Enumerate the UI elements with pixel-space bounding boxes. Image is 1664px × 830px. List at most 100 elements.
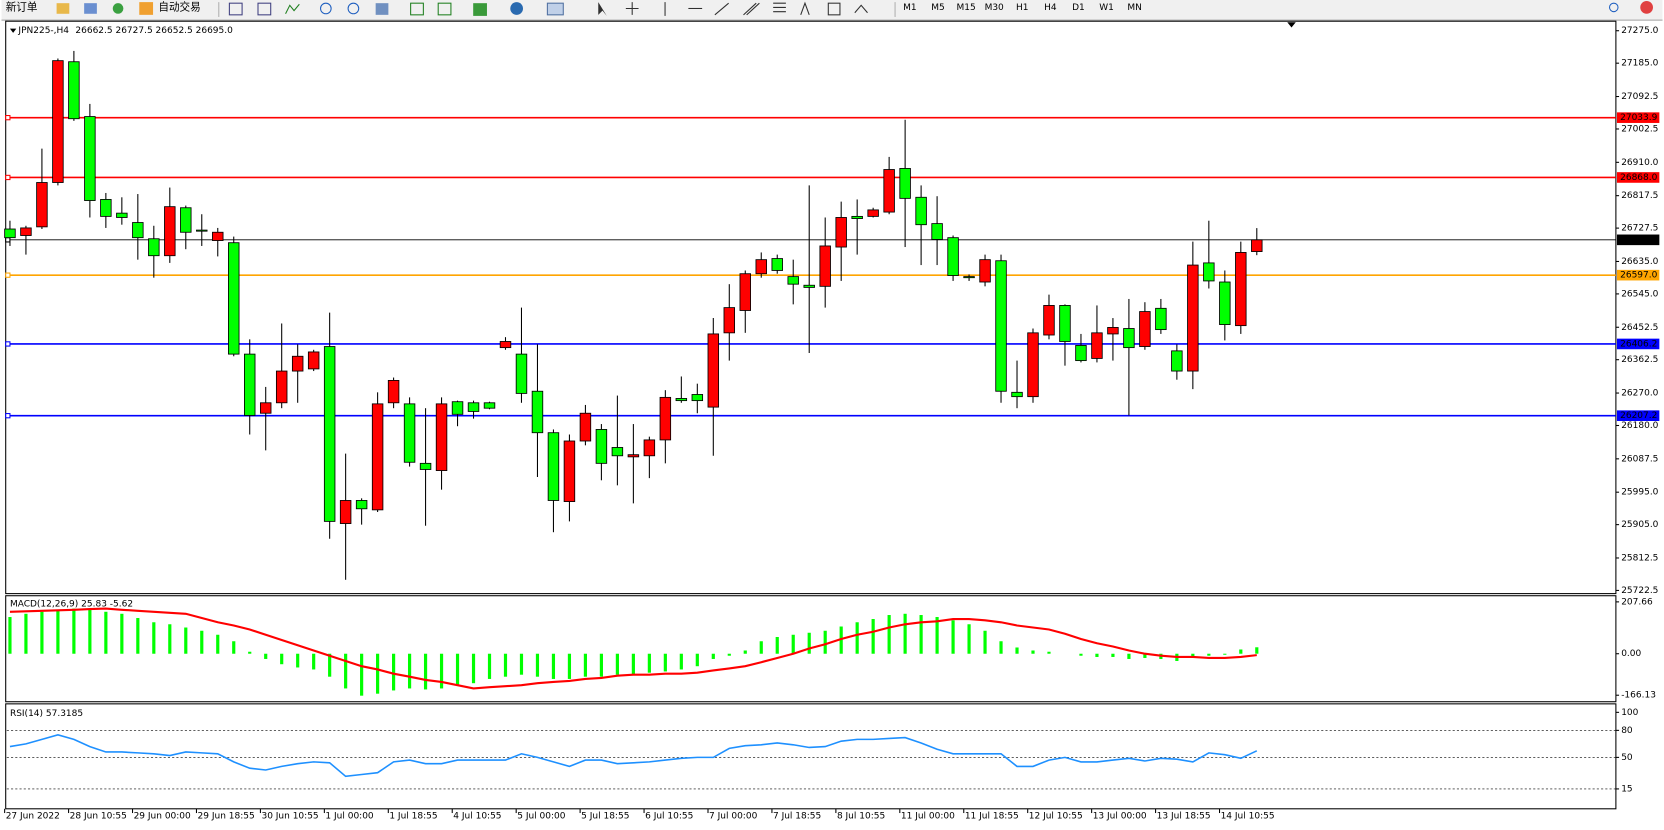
x-tick-label: 6 Jul 10:55 [645,812,693,822]
collapse-marker [9,28,17,33]
icon[interactable] [56,3,70,14]
macd-bar [647,653,651,673]
timeframe-button[interactable]: M30 [985,3,1004,13]
macd-bar [519,653,524,675]
x-tick-label: 28 Jun 10:55 [70,812,127,822]
macd-bar [1111,653,1115,657]
auto-trading-button[interactable]: 自动交易 [158,0,200,13]
price-label-box [1616,112,1660,123]
candle-body [675,398,688,402]
y-tick-label: 50 [1621,753,1633,763]
macd-bar [168,624,172,654]
label-tool[interactable] [827,2,841,16]
macd-bar [455,653,460,686]
macd-bar [583,653,588,677]
candle-body [499,341,512,349]
zoom-out[interactable] [347,2,360,15]
channel-tool[interactable] [743,2,760,16]
y-tick-label: -166.13 [1621,691,1656,701]
icon[interactable] [112,3,124,14]
timeframe-button[interactable]: H4 [1044,3,1057,13]
price-label-box [1616,269,1660,281]
candle-body [1091,332,1103,359]
macd-bar [615,653,619,675]
candle-body [1203,262,1215,282]
macd-bar [184,627,188,654]
crosshair-tool[interactable] [625,2,639,15]
icon[interactable] [84,3,97,14]
y-tick-label: 25995.0 [1621,488,1658,498]
timeframe-button[interactable]: M5 [931,3,945,13]
timeframe-button[interactable]: M15 [956,3,975,13]
candle-body [659,396,672,441]
macd-bar [296,653,300,668]
timeframe-button[interactable]: MN [1127,3,1142,13]
candle-body [883,169,895,213]
macd-bar [1239,649,1243,654]
icon[interactable] [285,3,300,15]
candle-body [707,333,720,408]
macd-bar [823,630,827,654]
candle-body [1155,307,1167,331]
icon[interactable] [228,2,243,16]
candle-body [755,259,767,275]
text-tool[interactable] [800,1,810,16]
macd-bar [328,653,332,677]
level-handle [5,413,11,419]
icon[interactable] [257,2,272,16]
candle-body [595,429,608,464]
rsi-panel [5,703,1617,810]
candle-body [835,217,847,248]
timeframe-button[interactable]: D1 [1072,3,1085,13]
zoom-in[interactable] [320,2,332,15]
candle-body [1219,281,1231,325]
x-tick-label: 7 Jul 00:00 [709,812,758,822]
y-tick-label: 26362.5 [1621,355,1658,365]
macd-bar [887,615,891,654]
templates-button[interactable] [546,2,564,16]
candle-body [116,212,128,218]
new-order-button[interactable]: 新订单 [6,0,38,13]
macd-bar [839,626,843,654]
timeframe-button[interactable]: H1 [1016,3,1029,13]
indicators-button[interactable] [473,3,487,16]
arrows-tool[interactable] [854,4,868,14]
macd-bar [1207,653,1211,656]
macd-bar [360,653,364,696]
price-label-box [1616,234,1660,246]
indicator-title: MACD(12,26,9) 25.83 -5.62 [10,600,133,610]
candle-body [947,237,959,276]
candle-body [36,182,48,228]
timeframe-button[interactable]: M1 [903,3,917,13]
icon[interactable] [437,2,452,16]
price-label: 26207.2 [1620,411,1657,421]
x-tick-label: 5 Jul 18:55 [581,812,629,822]
periods-button[interactable] [510,2,524,15]
candle-body [1251,239,1263,252]
macd-bar [72,608,76,654]
candle-body [611,447,624,457]
icon[interactable] [410,2,424,16]
icon[interactable] [375,3,389,15]
candle-body [1171,350,1183,372]
x-tick-label: 12 Jul 10:55 [1029,812,1083,822]
candle-body [483,402,496,409]
candle-body [323,346,336,522]
macd-bar [104,611,108,654]
notifications[interactable] [1640,1,1653,14]
price-label: 26406.2 [1620,339,1657,349]
macd-bar [727,653,731,656]
y-tick-label: 26545.0 [1621,289,1658,299]
candle-body [435,403,448,471]
timeframe-button[interactable]: W1 [1099,3,1114,13]
y-tick-label: 27185.0 [1621,59,1658,69]
y-tick-label: 27002.5 [1621,124,1658,134]
candle-body [196,229,208,232]
signal-line [9,607,1257,690]
level-handle [5,341,11,347]
auto-trading-icon[interactable] [139,2,154,15]
trendline-tool[interactable] [714,2,729,16]
fibo-tool[interactable] [773,2,786,13]
search-button[interactable] [1608,2,1619,13]
macd-bar [919,615,923,654]
